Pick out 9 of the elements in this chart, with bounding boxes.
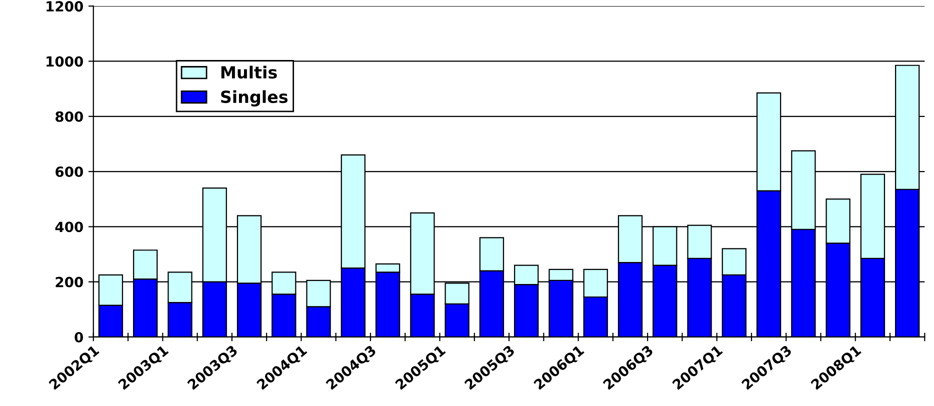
legend-label: Singles xyxy=(221,90,288,106)
y-tick-label: 1000 xyxy=(46,56,84,67)
legend-label: Multis xyxy=(221,66,277,79)
y-tick-label: 200 xyxy=(56,276,84,288)
y-tick-label: 1200 xyxy=(46,1,84,12)
y-tick-label: 800 xyxy=(56,111,84,122)
y-tick-label: 400 xyxy=(55,222,84,232)
y-tick-label: 0 xyxy=(74,332,84,342)
y-tick-label: 600 xyxy=(56,166,84,178)
